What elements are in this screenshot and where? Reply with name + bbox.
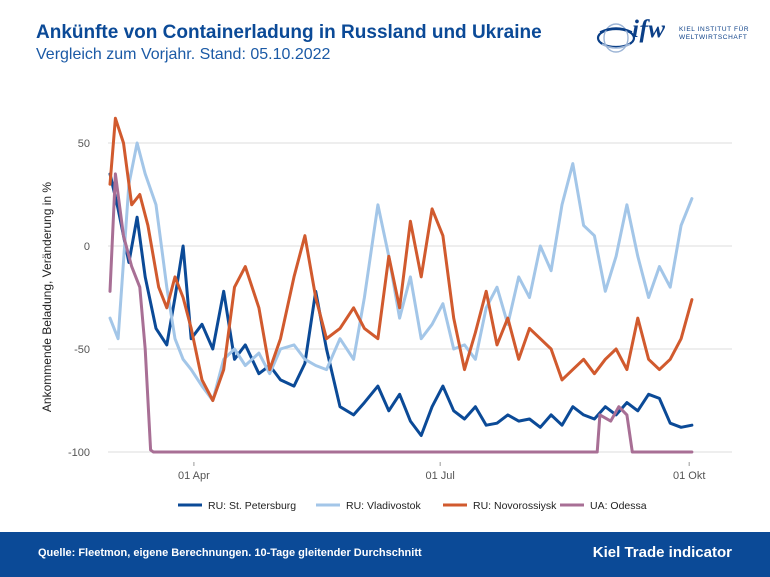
legend-label: RU: St. Petersburg (208, 500, 296, 512)
x-tick-label: 01 Apr (178, 470, 210, 482)
series-line-2 (108, 141, 694, 402)
legend-label: RU: Novorossiysk (473, 500, 557, 512)
y-tick-label: -50 (74, 344, 90, 356)
footer-brand: Kiel Trade indicator (592, 544, 732, 561)
series-line-4 (108, 172, 694, 454)
y-axis-label: Ankommende Beladung, Veränderung in % (40, 182, 54, 412)
chart-subtitle: Vergleich zum Vorjahr. Stand: 05.10.2022 (36, 46, 331, 63)
y-tick-label: 0 (84, 241, 90, 253)
chart-title: Ankünfte von Containerladung in Russland… (36, 22, 542, 43)
chart-series (108, 116, 694, 454)
chart-grid (108, 142, 732, 453)
y-tick-label: -100 (68, 447, 90, 459)
x-tick-label: 01 Jul (426, 470, 455, 482)
footer-source: Quelle: Fleetmon, eigene Berechnungen. 1… (38, 547, 422, 559)
ifw-logo: ifw KIEL INSTITUT FÜR WELTWIRTSCHAFT (596, 14, 750, 64)
series-line-3 (108, 116, 694, 402)
globe-icon (596, 23, 636, 53)
logo-line2: WELTWIRTSCHAFT (679, 34, 748, 41)
x-axis-ticks: 01 Apr 01 Jul 01 Okt (178, 462, 705, 482)
chart-legend: RU: St. Petersburg RU: Vladivostok RU: Nov… (178, 500, 647, 512)
legend-label: RU: Vladivostok (346, 500, 421, 512)
series-line-1 (108, 172, 694, 437)
logo-wordmark: ifw (632, 16, 666, 43)
y-axis-ticks: 50 0 -50 -100 (68, 138, 90, 459)
logo-line1: KIEL INSTITUT FÜR (679, 26, 750, 33)
line-chart: 50 0 -50 -100 01 Apr 01 Jul 01 Okt Ankommende… (40, 116, 732, 512)
legend-label: UA: Odessa (590, 500, 647, 512)
y-tick-label: 50 (78, 138, 90, 150)
footer-bar: Quelle: Fleetmon, eigene Berechnungen. 1… (0, 532, 770, 577)
x-tick-label: 01 Okt (673, 470, 705, 482)
